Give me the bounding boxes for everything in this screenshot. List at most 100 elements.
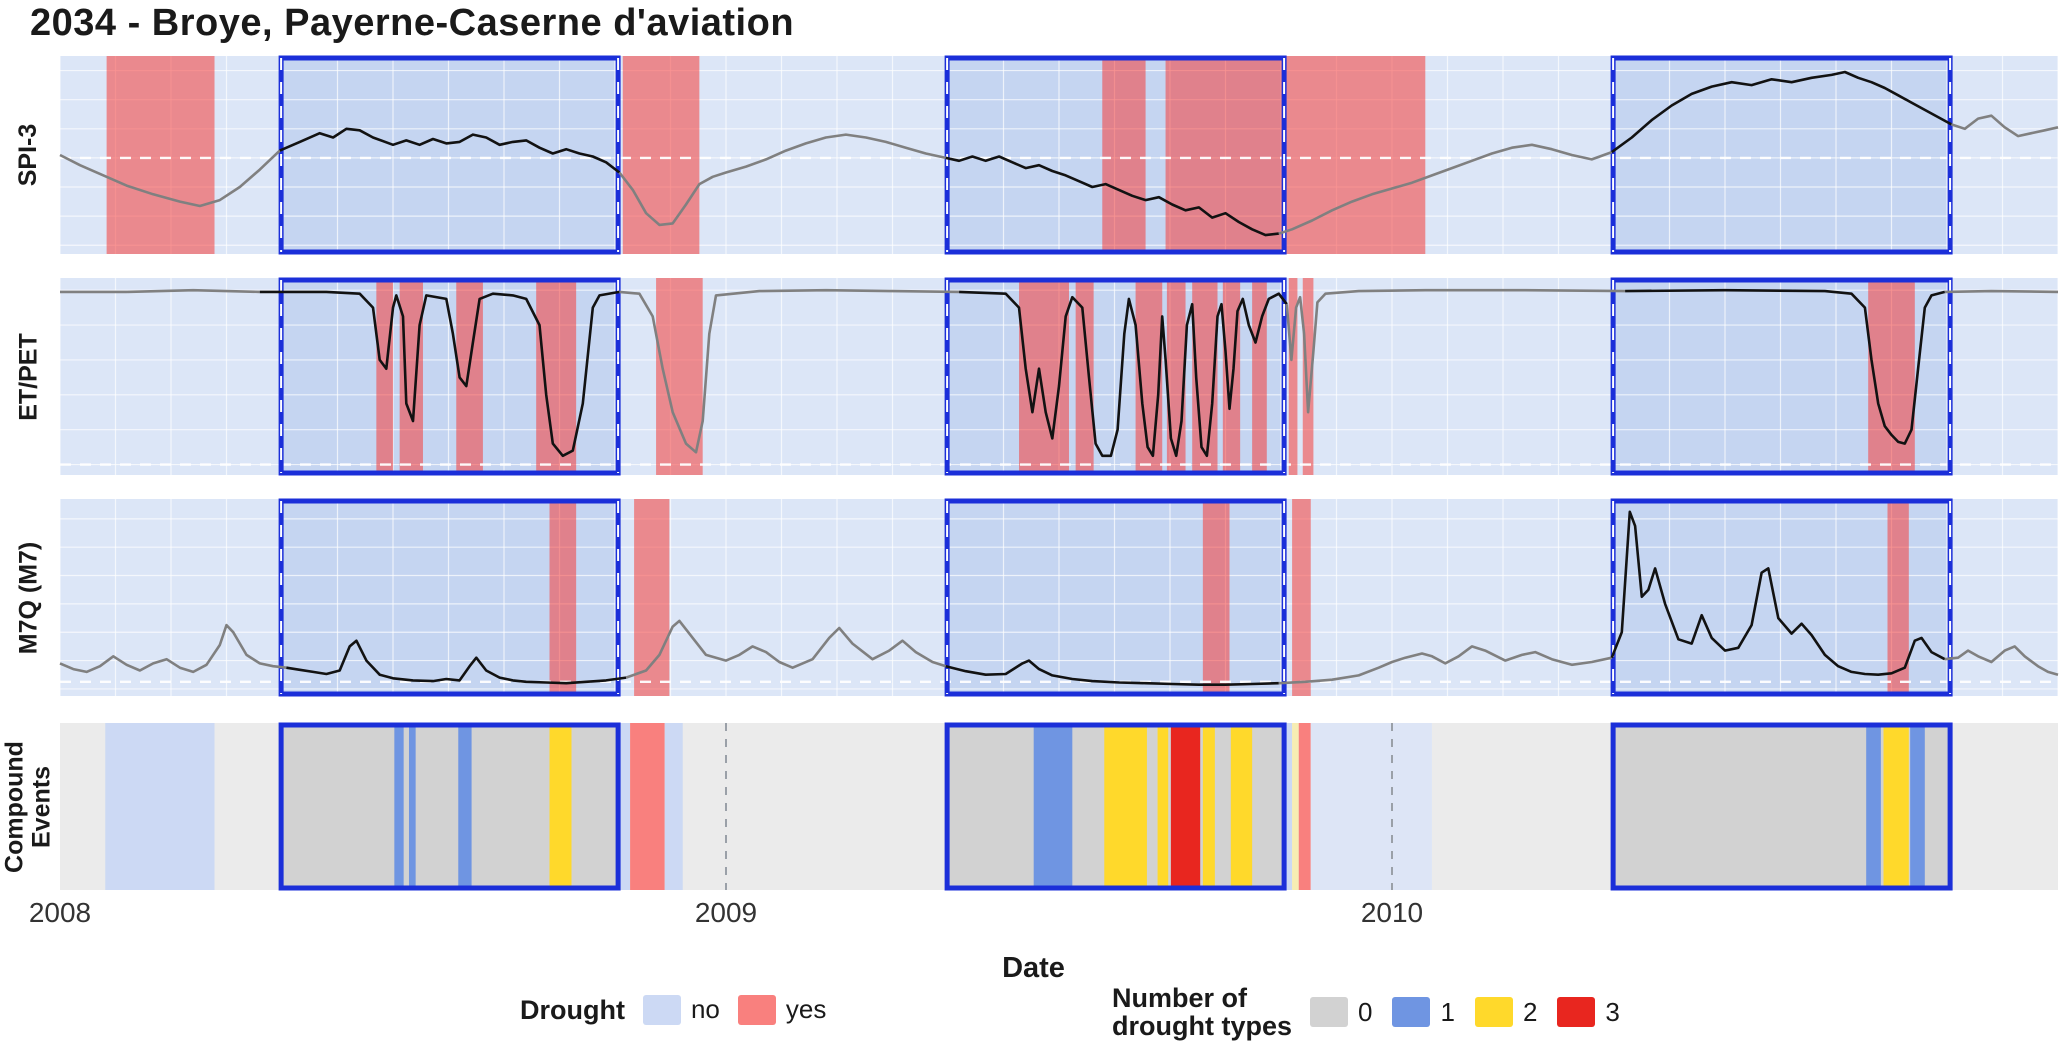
legend-drought-title: Drought (520, 994, 625, 1025)
drought-band (106, 56, 215, 254)
series-line-etpet (619, 288, 960, 454)
compound-segment (618, 723, 631, 890)
drought-band (656, 278, 703, 475)
drought-band (1887, 499, 1909, 696)
legend-item-3: 3 (1557, 996, 1620, 1028)
panel-etpet: 10.80.60.40.20 (59, 277, 2059, 476)
compound-segment (1883, 723, 1909, 890)
drought-band (1292, 499, 1311, 696)
legend-item-0: 0 (1310, 997, 1372, 1028)
series-line-m7q (945, 659, 1279, 686)
compound-segment (664, 723, 683, 890)
x-axis-label: Date (1002, 952, 1065, 984)
legend-drought: Drought no yes (520, 994, 826, 1025)
compound-segment (1202, 723, 1215, 890)
compound-event-box (278, 722, 621, 891)
x-tick-label: 2009 (695, 897, 757, 928)
drought-band (1252, 278, 1267, 475)
drought-band (1868, 278, 1915, 475)
compound-event-box (1610, 722, 1953, 891)
series-line-spi3 (1611, 70, 1953, 154)
compound-segment (1157, 723, 1169, 890)
series-line-m7q (1944, 645, 2059, 676)
legend-item-2: 2 (1474, 996, 1538, 1028)
drought-band (376, 278, 393, 475)
compound-segment (1866, 723, 1881, 890)
drought-band (634, 499, 670, 696)
legend-swatch-1 (1392, 997, 1431, 1027)
compound-event-box (944, 722, 1287, 891)
compound-segment (1292, 723, 1299, 890)
legend-swatch-2 (1474, 997, 1513, 1027)
series-line-spi3 (1950, 114, 2059, 138)
series-line-spi3 (618, 133, 947, 227)
legend-label-2: 2 (1522, 996, 1538, 1027)
series-line-m7q (1278, 645, 1613, 685)
drought-band (1165, 56, 1426, 254)
drought-band (536, 278, 577, 475)
legend-swatch-yes (737, 994, 776, 1025)
series-line-spi3 (945, 155, 1279, 237)
legend-label-no: no (690, 994, 720, 1024)
drought-band (622, 56, 700, 254)
y-axis-label-m7q: M7Q (M7) (13, 541, 42, 654)
legend-count: Number of drought types 0 1 2 3 (1112, 984, 1620, 1040)
drought-band (549, 499, 577, 696)
drought-band (1102, 56, 1146, 254)
legend-label-yes: yes (785, 994, 827, 1024)
compound-segment (1104, 723, 1147, 890)
compound-segment (105, 723, 215, 890)
compound-segment (1298, 723, 1311, 890)
panel-compound-events (60, 722, 2058, 891)
y-axis-label-spi3: SPI-3 (13, 123, 42, 187)
drought-band (1288, 278, 1298, 475)
legend-count-items: 0 1 2 3 (1310, 997, 1620, 1028)
drought-band (399, 278, 423, 475)
compound-segment (1284, 723, 1293, 890)
drought-band (1302, 278, 1314, 475)
x-tick-label: 2010 (1361, 897, 1423, 928)
series-line-m7q (1610, 510, 1946, 676)
drought-band (1075, 278, 1094, 475)
compound-segment (1230, 723, 1253, 890)
drought-band (1202, 499, 1230, 696)
series-line-m7q (625, 619, 947, 679)
series-line-etpet (1285, 288, 1626, 414)
compound-segment (1033, 723, 1073, 890)
series-line-m7q (286, 639, 627, 685)
series-line-m7q (59, 623, 287, 674)
series-line-etpet (1625, 288, 1946, 445)
page-title: 2034 - Broye, Payerne-Caserne d'aviation (30, 2, 795, 44)
y-axis-label-etpet: ET/PET (13, 332, 42, 421)
compound-segment (549, 723, 572, 890)
legend-label-0: 0 (1358, 996, 1373, 1027)
legend-swatch-no (642, 994, 681, 1025)
series-line-spi3 (1278, 143, 1613, 235)
legend-label-1: 1 (1440, 996, 1455, 1027)
series-line-etpet (259, 290, 620, 458)
compound-segment (1910, 723, 1925, 890)
legend-row: Drought no yes Number of drought types 0 1… (0, 984, 2067, 1042)
legend-swatch-0 (1310, 997, 1348, 1027)
compound-segment (408, 723, 416, 890)
series-line-etpet (60, 288, 260, 294)
y-axis-label-compound-events: Compound Events (0, 740, 55, 873)
legend-count-title: Number of drought types (1112, 983, 1292, 1041)
compound-segment (630, 723, 665, 890)
compound-segment (1170, 723, 1201, 890)
compound-segment (394, 723, 404, 890)
legend-item-1: 1 (1392, 996, 1455, 1028)
series-line-etpet (959, 290, 1288, 458)
panel-m7q: 121086420 (59, 498, 2059, 697)
series-line-spi3 (59, 149, 281, 208)
x-tick-label: 2008 (29, 897, 91, 928)
series-line-spi3 (279, 127, 621, 174)
legend-drought-items: no yes (642, 994, 827, 1025)
compound-segment (1310, 723, 1432, 890)
panel-spi3: 3210-1-2-3 (59, 55, 2059, 255)
series-line-etpet (1944, 289, 2059, 294)
legend-swatch-3 (1557, 997, 1596, 1027)
legend-label-3: 3 (1605, 996, 1620, 1027)
